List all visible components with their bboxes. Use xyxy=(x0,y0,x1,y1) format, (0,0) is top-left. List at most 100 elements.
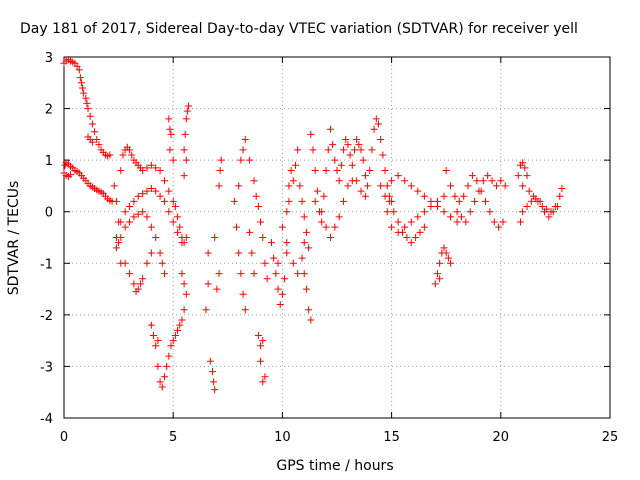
data-point xyxy=(350,146,358,154)
data-point xyxy=(283,249,291,257)
data-point xyxy=(466,208,474,216)
data-point xyxy=(538,203,546,211)
data-point xyxy=(143,187,151,195)
data-point xyxy=(401,177,409,185)
data-point xyxy=(252,192,260,200)
data-point xyxy=(482,197,490,205)
data-point xyxy=(165,115,173,123)
data-point xyxy=(147,185,155,193)
data-point xyxy=(254,331,262,339)
data-point xyxy=(298,197,306,205)
data-point xyxy=(156,192,164,200)
data-point xyxy=(182,290,190,298)
data-point xyxy=(158,383,166,391)
data-point xyxy=(126,146,134,154)
data-point xyxy=(88,138,96,146)
data-point xyxy=(442,249,450,257)
data-point xyxy=(156,249,164,257)
data-point xyxy=(152,164,160,172)
data-point xyxy=(178,239,186,247)
data-point xyxy=(165,208,173,216)
data-point xyxy=(353,136,361,144)
data-point xyxy=(79,84,87,92)
data-point xyxy=(235,182,243,190)
data-point xyxy=(440,208,448,216)
data-point xyxy=(184,102,192,110)
data-point xyxy=(444,254,452,262)
data-point xyxy=(180,172,188,180)
data-point xyxy=(169,337,177,345)
data-point xyxy=(147,223,155,231)
data-point xyxy=(377,136,385,144)
data-point xyxy=(283,208,291,216)
data-point xyxy=(73,62,81,70)
data-point xyxy=(305,244,313,252)
data-point xyxy=(76,74,84,82)
data-point xyxy=(383,182,391,190)
data-point xyxy=(91,128,99,136)
data-point xyxy=(259,234,267,241)
data-point xyxy=(318,208,326,216)
data-point xyxy=(180,306,188,314)
data-point xyxy=(147,321,155,329)
data-point xyxy=(215,270,223,278)
data-point xyxy=(117,218,125,226)
data-point xyxy=(401,223,409,231)
data-point xyxy=(346,151,354,159)
data-point xyxy=(267,239,275,247)
data-point xyxy=(296,182,304,190)
data-point xyxy=(311,166,319,174)
data-point xyxy=(488,177,496,185)
data-point xyxy=(241,306,249,314)
data-point xyxy=(126,218,134,226)
data-point xyxy=(178,316,186,324)
data-point xyxy=(436,275,444,283)
x-tick-label: 20 xyxy=(493,430,510,445)
data-point xyxy=(549,208,557,216)
data-point xyxy=(167,342,175,350)
grid xyxy=(64,57,610,418)
data-point xyxy=(329,141,337,149)
data-point xyxy=(261,259,269,267)
data-point xyxy=(414,187,422,195)
data-point xyxy=(359,156,367,164)
data-point xyxy=(160,177,168,185)
data-point xyxy=(414,213,422,221)
data-point xyxy=(139,166,147,174)
data-point xyxy=(178,270,186,278)
data-point xyxy=(156,166,164,174)
data-point xyxy=(440,192,448,200)
data-point xyxy=(216,166,224,174)
data-point xyxy=(355,141,363,149)
data-point xyxy=(217,156,225,164)
data-point xyxy=(147,161,155,169)
data-point xyxy=(211,234,219,241)
data-point xyxy=(166,146,174,154)
x-tick-label: 5 xyxy=(169,430,177,445)
data-point xyxy=(117,234,125,241)
data-point xyxy=(326,234,334,241)
data-point xyxy=(558,185,566,193)
data-point xyxy=(128,151,136,159)
data-point xyxy=(311,197,319,205)
data-point xyxy=(370,125,378,133)
data-point xyxy=(322,223,330,231)
data-point xyxy=(278,223,286,231)
data-point xyxy=(285,182,293,190)
data-point xyxy=(130,213,138,221)
data-point xyxy=(499,218,507,226)
data-point xyxy=(497,177,505,185)
data-point xyxy=(388,177,396,185)
data-point xyxy=(160,270,168,278)
data-point xyxy=(130,280,138,288)
data-point xyxy=(246,156,254,164)
data-point xyxy=(521,164,529,172)
data-point xyxy=(152,187,160,195)
data-point xyxy=(289,177,297,185)
data-point xyxy=(403,234,411,241)
data-point xyxy=(169,197,177,205)
data-point xyxy=(174,213,182,221)
data-point xyxy=(333,166,341,174)
data-point xyxy=(554,203,562,211)
